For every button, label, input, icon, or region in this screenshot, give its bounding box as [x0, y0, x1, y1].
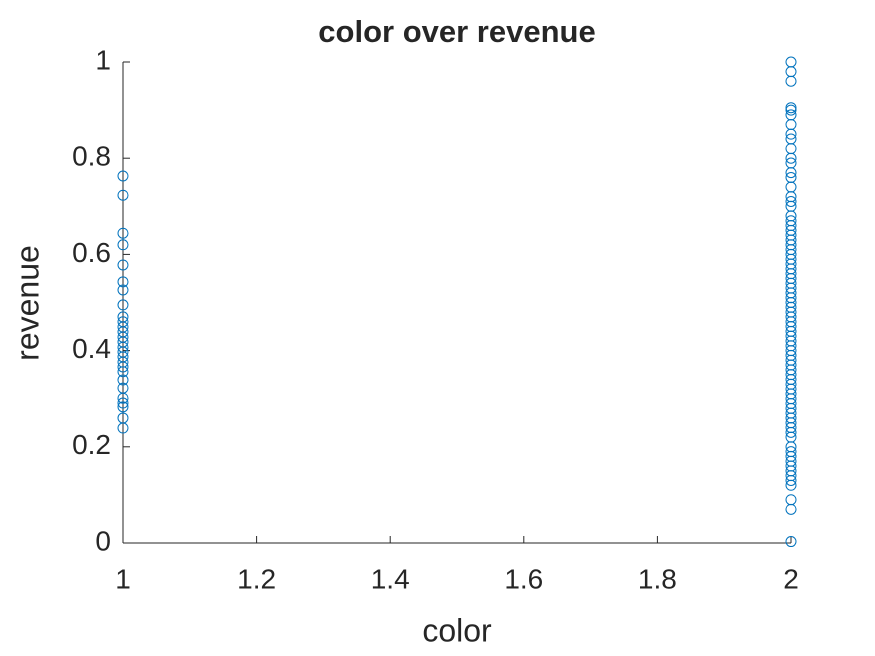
- point: [117, 366, 129, 378]
- point: [117, 392, 129, 404]
- point: [785, 104, 797, 116]
- x-tick-label: 1.6: [504, 563, 543, 594]
- point: [117, 284, 129, 296]
- point: [117, 189, 129, 201]
- y-tick-label: 0.6: [72, 237, 111, 268]
- y-tick-label: 0: [95, 525, 111, 556]
- chart-title: color over revenue: [318, 14, 595, 49]
- point: [117, 422, 129, 434]
- point: [785, 102, 797, 114]
- point: [117, 259, 129, 271]
- y-tick-label: 0.4: [72, 333, 111, 364]
- point: [785, 195, 797, 207]
- point: [117, 361, 129, 373]
- y-tick-label: 0.2: [72, 429, 111, 460]
- x-tick-label: 1.8: [638, 563, 677, 594]
- x-tick-label: 1.4: [371, 563, 410, 594]
- point: [117, 239, 129, 251]
- y-axis-label: revenue: [9, 245, 45, 361]
- point: [117, 401, 129, 413]
- point: [785, 474, 797, 486]
- point: [117, 374, 129, 386]
- point: [117, 227, 129, 239]
- point: [785, 128, 797, 140]
- x-tick-label: 1.2: [237, 563, 276, 594]
- point: [117, 276, 129, 288]
- point: [785, 167, 797, 179]
- point: [785, 426, 797, 438]
- point: [117, 397, 129, 409]
- y-tick-label: 1: [95, 44, 111, 75]
- y-tick-label: 0.8: [72, 141, 111, 172]
- point: [117, 170, 129, 182]
- point: [785, 479, 797, 491]
- point: [785, 503, 797, 515]
- x-tick-label: 2: [783, 563, 799, 594]
- point: [785, 75, 797, 87]
- point: [117, 299, 129, 311]
- x-tick-label: 1: [115, 563, 131, 594]
- point: [785, 152, 797, 164]
- x-axis-label: color: [422, 612, 492, 648]
- point: [785, 536, 797, 548]
